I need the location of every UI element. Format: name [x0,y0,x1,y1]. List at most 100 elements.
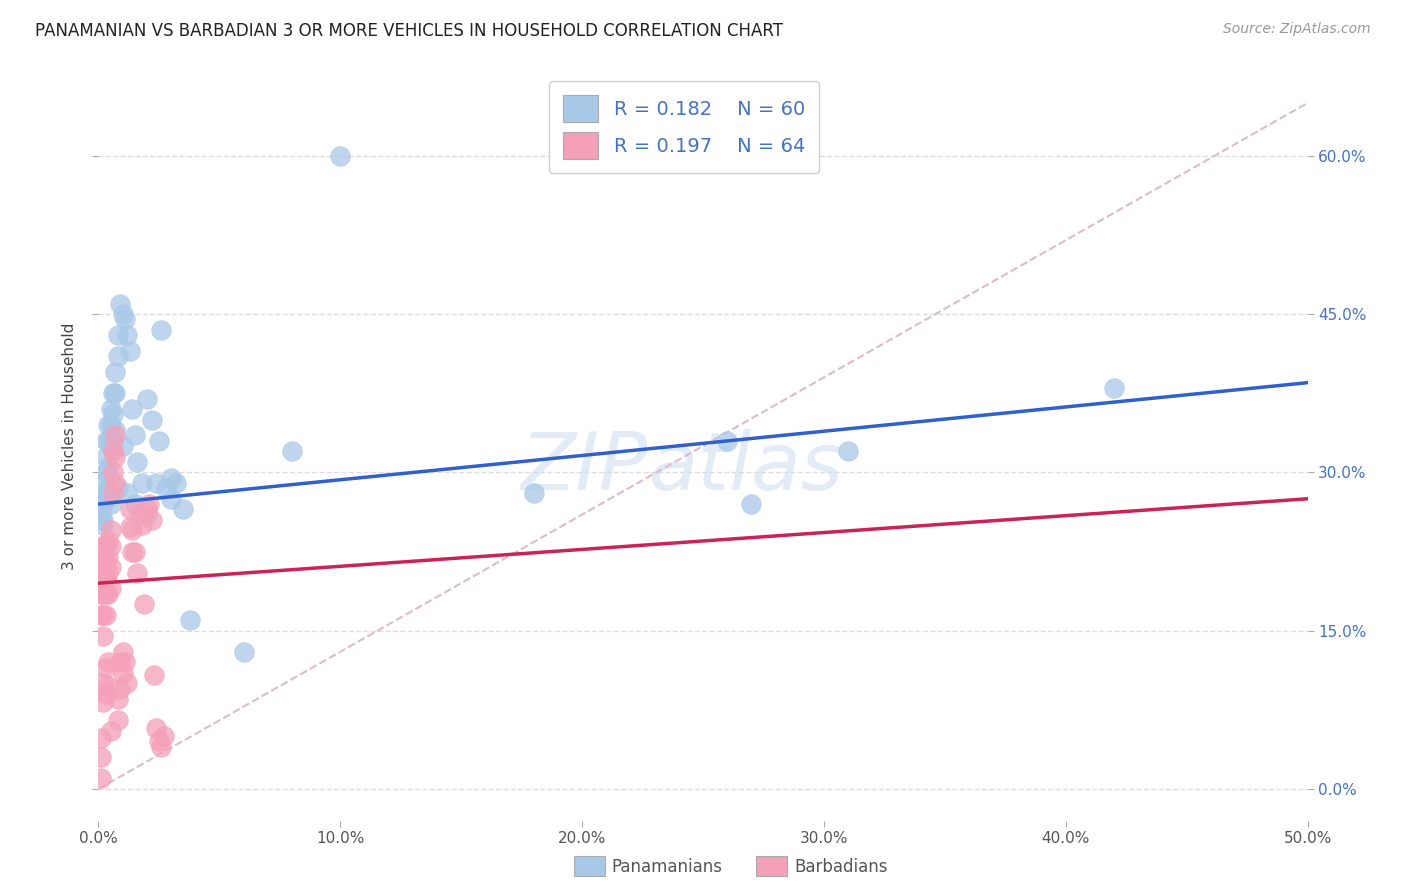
Point [90,555,112,569]
Point [150,323,173,337]
Point [118,502,141,516]
Point [124,428,146,442]
Point [90,508,112,522]
Point [91,676,114,690]
Point [716,434,738,448]
Point [121,544,143,558]
Point [97,587,120,601]
Y-axis label: 3 or more Vehicles in Household: 3 or more Vehicles in Household [62,322,77,570]
Point [104,475,127,490]
Point [114,312,136,326]
Point [232,645,254,659]
Point [108,681,131,696]
Point [94,434,117,448]
Point [141,513,163,527]
Point [97,417,120,432]
Point [160,491,183,506]
Point [111,307,134,321]
Point [91,629,114,643]
Point [90,731,112,746]
Point [101,444,124,458]
Point [91,497,114,511]
Point [97,434,120,448]
Point [172,502,194,516]
Point [104,365,127,379]
Point [1102,381,1125,395]
Point [94,587,117,601]
Point [131,475,153,490]
Point [124,497,146,511]
Point [121,524,143,538]
Point [107,328,129,343]
Point [104,428,127,442]
Point [128,508,150,522]
Point [97,481,120,495]
Point [101,408,124,422]
Text: Barbadians: Barbadians [794,858,889,876]
Point [108,296,131,310]
Point [148,434,170,448]
Point [179,613,201,627]
Point [118,344,141,359]
Point [124,544,146,558]
Point [91,539,114,553]
Point [100,417,122,432]
Text: PANAMANIAN VS BARBADIAN 3 OR MORE VEHICLES IN HOUSEHOLD CORRELATION CHART: PANAMANIAN VS BARBADIAN 3 OR MORE VEHICL… [35,22,783,40]
Point [101,434,124,448]
Text: ZIP: ZIP [522,429,648,508]
Point [97,566,120,580]
Point [329,149,352,163]
Point [111,645,134,659]
Point [148,734,170,748]
Point [97,679,120,693]
Point [97,533,120,548]
Point [94,486,117,500]
Point [97,460,120,475]
Point [108,656,131,670]
Point [91,571,114,585]
Point [127,455,149,469]
Point [118,520,141,534]
Point [97,656,120,670]
Point [91,475,114,490]
Point [145,721,167,735]
Point [100,723,122,738]
Point [101,486,124,500]
Point [152,729,174,743]
Point [100,497,122,511]
Point [111,439,134,453]
Point [107,349,129,363]
Point [91,587,114,601]
Point [90,772,112,786]
Point [150,739,173,754]
Text: Panamanians: Panamanians [612,858,723,876]
Point [100,402,122,417]
Point [94,450,117,464]
Point [91,555,114,569]
Point [94,607,117,622]
Point [94,571,117,585]
Point [90,571,112,585]
Point [117,328,139,343]
Text: atlas: atlas [648,429,844,508]
Text: Source: ZipAtlas.com: Source: ZipAtlas.com [1223,22,1371,37]
Point [155,481,177,495]
Point [145,475,167,490]
Point [523,486,546,500]
Point [94,660,117,674]
Point [94,539,117,553]
Point [143,668,166,682]
Point [107,481,129,495]
Point [91,607,114,622]
Point [91,513,114,527]
Point [94,687,117,701]
Point [94,466,117,480]
Point [740,497,762,511]
Point [135,508,157,522]
Point [104,450,127,464]
Legend: R = 0.182    N = 60, R = 0.197    N = 64: R = 0.182 N = 60, R = 0.197 N = 64 [550,81,818,173]
Point [135,392,157,406]
Point [107,692,129,706]
Point [104,423,127,437]
Point [111,665,134,680]
